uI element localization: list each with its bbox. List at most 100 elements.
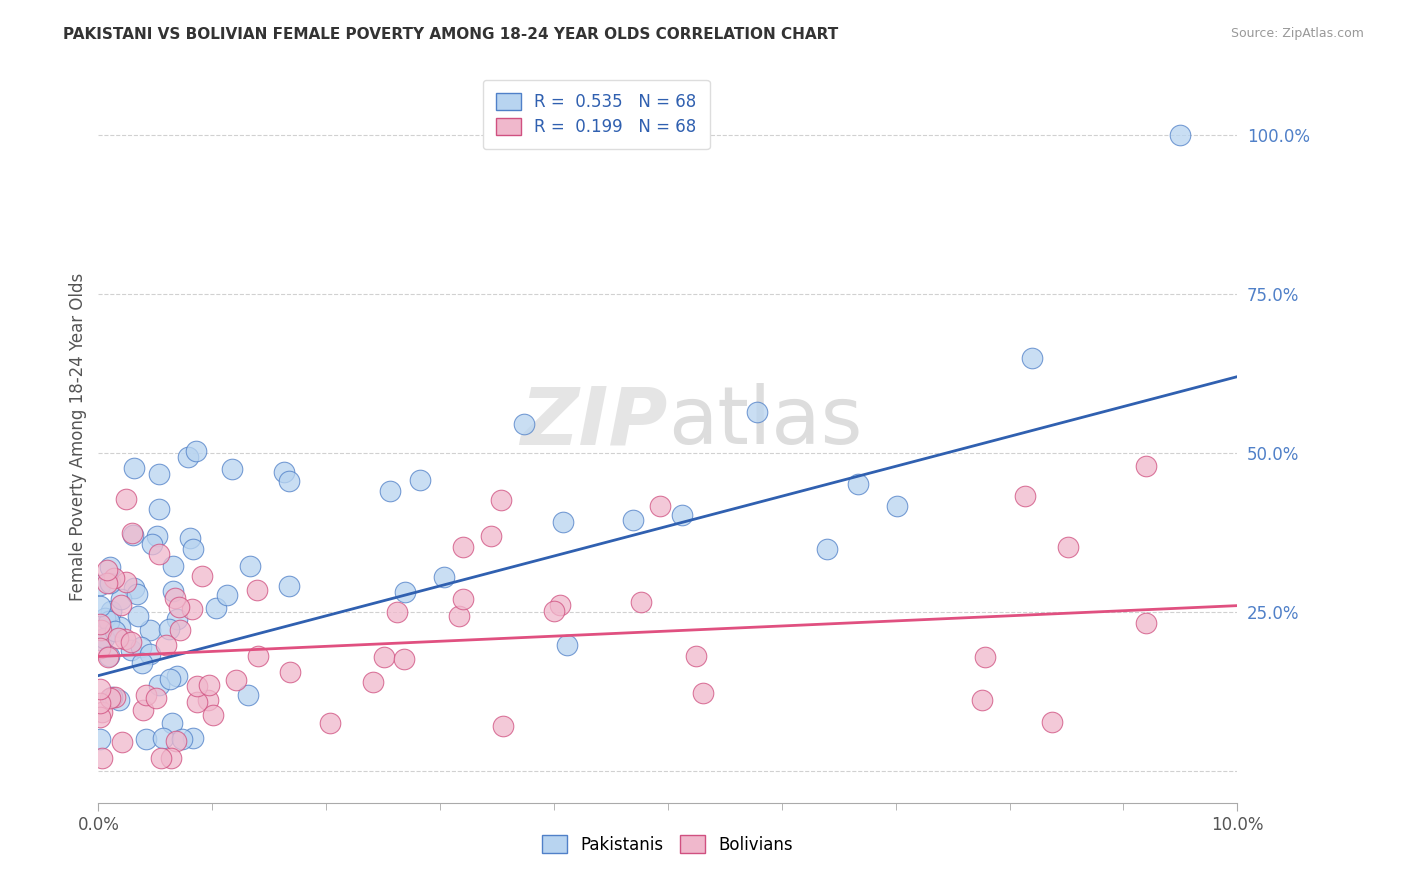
Point bbox=[551, 515, 574, 529]
Point bbox=[197, 692, 219, 706]
Point bbox=[449, 609, 471, 624]
Point bbox=[148, 502, 170, 516]
Point bbox=[166, 669, 188, 683]
Point bbox=[225, 673, 247, 687]
Point bbox=[319, 716, 342, 731]
Point bbox=[91, 751, 114, 765]
Point bbox=[121, 526, 143, 541]
Point bbox=[125, 587, 148, 601]
Point bbox=[671, 508, 693, 522]
Point bbox=[97, 649, 120, 664]
Point bbox=[181, 731, 204, 746]
Point bbox=[139, 623, 162, 637]
Point bbox=[273, 465, 295, 479]
Point bbox=[150, 751, 173, 765]
Point bbox=[197, 678, 219, 692]
Point bbox=[129, 640, 152, 655]
Point bbox=[815, 542, 838, 557]
Point bbox=[162, 584, 184, 599]
Point bbox=[163, 591, 186, 605]
Point bbox=[127, 608, 149, 623]
Text: Source: ZipAtlas.com: Source: ZipAtlas.com bbox=[1230, 27, 1364, 40]
Point bbox=[146, 529, 169, 543]
Point bbox=[162, 558, 184, 573]
Point bbox=[215, 589, 238, 603]
Point bbox=[170, 732, 193, 747]
Point bbox=[387, 605, 409, 619]
Point bbox=[97, 649, 120, 664]
Point bbox=[89, 697, 111, 711]
Point bbox=[186, 695, 208, 709]
Point bbox=[181, 602, 204, 616]
Point bbox=[202, 708, 225, 723]
Point bbox=[176, 450, 198, 464]
Point bbox=[363, 675, 385, 690]
Point bbox=[246, 583, 269, 598]
Point bbox=[378, 483, 401, 498]
Point bbox=[120, 634, 142, 648]
Point bbox=[479, 529, 502, 543]
Point bbox=[148, 547, 170, 561]
Y-axis label: Female Poverty Among 18-24 Year Olds: Female Poverty Among 18-24 Year Olds bbox=[69, 273, 87, 601]
Point bbox=[191, 569, 214, 583]
Point bbox=[122, 528, 145, 542]
Point bbox=[148, 678, 170, 692]
Point bbox=[100, 604, 122, 618]
Point bbox=[131, 656, 153, 670]
Point bbox=[970, 692, 993, 706]
Point bbox=[204, 601, 226, 615]
Point bbox=[93, 631, 115, 645]
Point bbox=[107, 693, 129, 707]
Point bbox=[409, 473, 432, 487]
Point bbox=[90, 705, 112, 719]
Point bbox=[98, 560, 121, 574]
Point bbox=[96, 576, 118, 591]
Text: PAKISTANI VS BOLIVIAN FEMALE POVERTY AMONG 18-24 YEAR OLDS CORRELATION CHART: PAKISTANI VS BOLIVIAN FEMALE POVERTY AMO… bbox=[63, 27, 838, 42]
Point bbox=[120, 643, 142, 657]
Point bbox=[124, 581, 146, 595]
Point bbox=[238, 688, 260, 702]
Point bbox=[186, 679, 208, 693]
Point bbox=[181, 541, 204, 556]
Point bbox=[89, 616, 111, 631]
Point bbox=[108, 620, 131, 634]
Point bbox=[184, 444, 207, 458]
Point bbox=[160, 751, 183, 765]
Point bbox=[451, 591, 474, 606]
Point bbox=[90, 623, 112, 637]
Point bbox=[543, 604, 565, 618]
Point bbox=[1135, 458, 1157, 473]
Point bbox=[165, 733, 187, 747]
Point bbox=[394, 584, 416, 599]
Point bbox=[148, 467, 170, 481]
Point bbox=[160, 716, 183, 731]
Point bbox=[111, 734, 134, 748]
Point bbox=[1040, 714, 1063, 729]
Point bbox=[114, 632, 136, 646]
Point bbox=[555, 639, 578, 653]
Point bbox=[145, 690, 167, 705]
Point bbox=[152, 731, 174, 745]
Point bbox=[278, 665, 301, 679]
Point bbox=[141, 537, 163, 551]
Point bbox=[89, 732, 111, 747]
Text: ZIP: ZIP bbox=[520, 384, 668, 461]
Point bbox=[489, 493, 512, 508]
Point bbox=[846, 476, 869, 491]
Text: atlas: atlas bbox=[668, 384, 862, 461]
Point bbox=[135, 688, 157, 702]
Point bbox=[110, 599, 132, 613]
Point bbox=[1014, 490, 1036, 504]
Point bbox=[1021, 351, 1043, 365]
Point bbox=[114, 574, 136, 589]
Point bbox=[169, 623, 191, 637]
Point bbox=[110, 592, 132, 607]
Point bbox=[1057, 541, 1080, 555]
Point bbox=[238, 558, 260, 573]
Point bbox=[132, 703, 155, 717]
Point bbox=[621, 513, 644, 527]
Point bbox=[166, 612, 188, 626]
Point bbox=[107, 631, 129, 645]
Point bbox=[886, 499, 908, 513]
Point bbox=[169, 599, 191, 614]
